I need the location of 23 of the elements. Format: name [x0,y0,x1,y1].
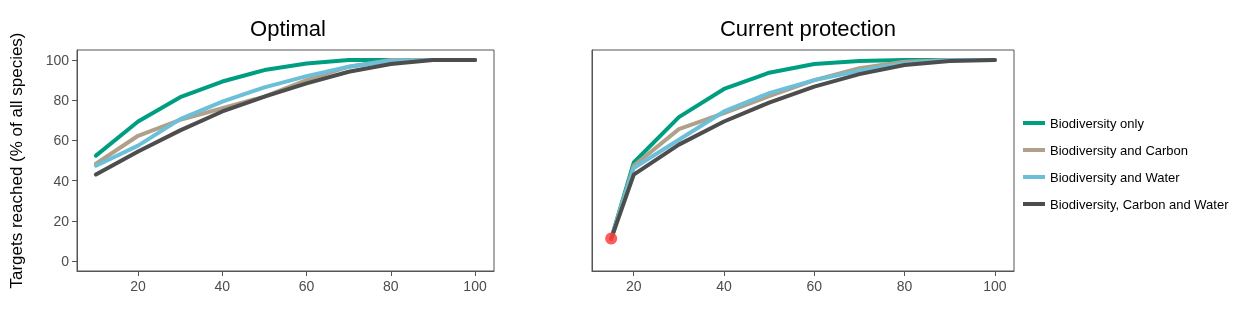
x-tick-label: 60 [298,278,315,294]
x-tick-label: 20 [625,278,642,294]
legend-label: Biodiversity and Water [1050,169,1181,185]
x-tick-label: 40 [716,278,733,294]
x-tick-label: 20 [130,278,147,294]
x-tick-label: 80 [896,278,913,294]
y-tick-label: 40 [53,172,70,189]
y-tick-label: 100 [45,52,70,69]
y-tick-label: 60 [53,132,70,149]
legend-label: Biodiversity, Carbon and Water [1050,196,1230,212]
legend-label: Biodiversity and Carbon [1050,142,1189,158]
x-tick-label: 80 [383,278,399,294]
x-tick-label: 100 [463,278,487,294]
legend-label: Biodiversity only [1050,115,1145,131]
y-tick-label: 0 [61,252,70,269]
chart-title: Optimal [250,15,326,41]
y-tick-label: 80 [53,92,70,109]
chart-title: Current protection [719,15,897,41]
x-tick-label: 40 [214,278,231,294]
y-tick-label: 20 [53,212,70,229]
x-tick-label: 60 [806,278,823,294]
y-axis-title: Targets reached (% of all species) [7,32,26,289]
x-tick-label: 100 [983,278,1007,294]
